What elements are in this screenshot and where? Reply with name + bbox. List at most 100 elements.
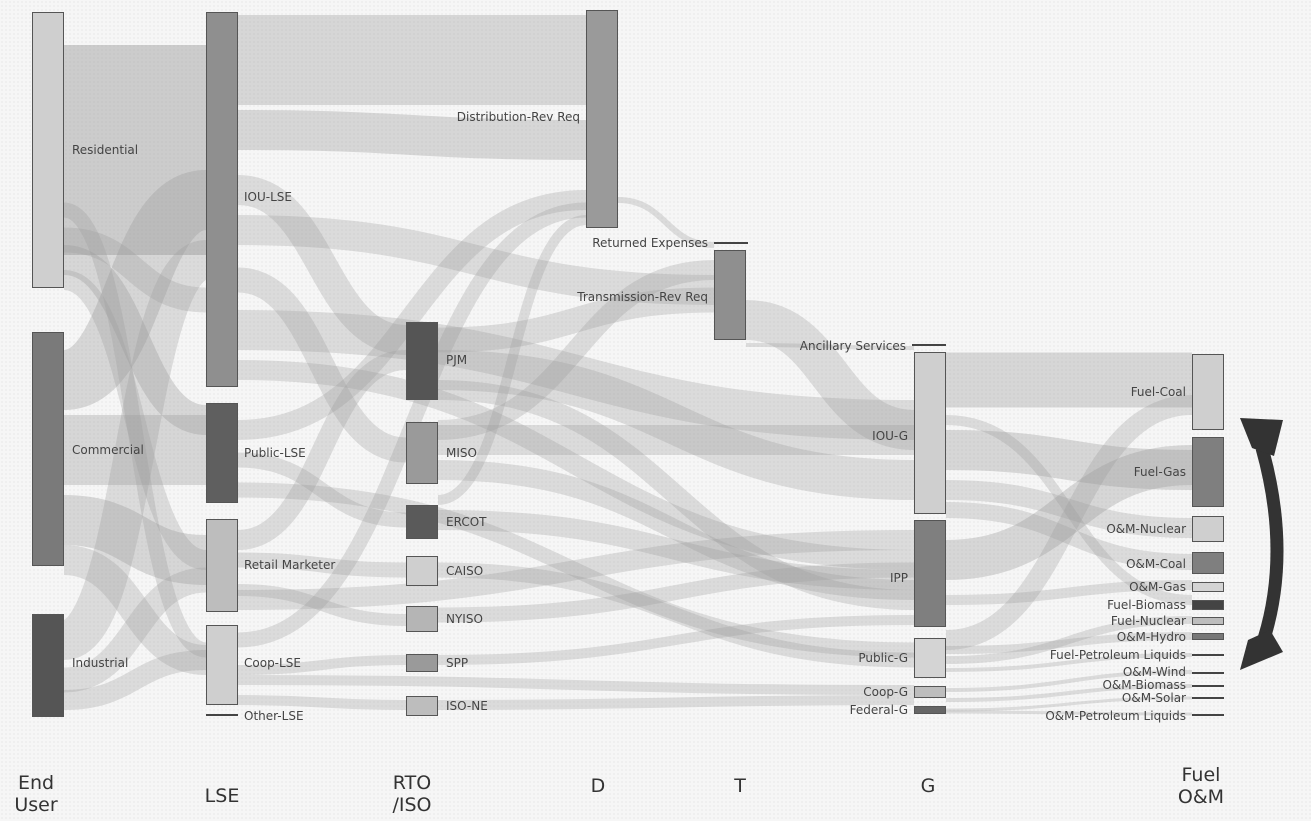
flow-ribbon bbox=[945, 653, 1193, 672]
flow-ribbon bbox=[237, 530, 915, 610]
node-iou-lse[interactable] bbox=[206, 12, 238, 387]
node-pjm[interactable] bbox=[406, 322, 438, 400]
column-label-lse: LSE bbox=[204, 785, 240, 807]
flow-ribbon bbox=[437, 615, 915, 665]
node-returned-expenses[interactable] bbox=[714, 242, 748, 244]
label-om-biomass: O&M-Biomass bbox=[1102, 678, 1186, 692]
node-public-g[interactable] bbox=[914, 638, 946, 678]
node-retail-marketer[interactable] bbox=[206, 519, 238, 612]
label-miso: MISO bbox=[446, 446, 477, 460]
label-om-gas: O&M-Gas bbox=[1129, 580, 1186, 594]
node-fuel-coal[interactable] bbox=[1192, 354, 1224, 430]
node-public-lse[interactable] bbox=[206, 403, 238, 503]
flow-ribbon bbox=[744, 300, 916, 450]
label-ercot: ERCOT bbox=[446, 515, 487, 529]
label-ancillary-services: Ancillary Services bbox=[799, 339, 906, 353]
label-om-nuclear: O&M-Nuclear bbox=[1106, 522, 1186, 536]
flow-ribbon bbox=[237, 310, 915, 440]
label-commercial: Commercial bbox=[72, 443, 144, 457]
flow-ribbon bbox=[945, 395, 1193, 650]
label-federal-g: Federal-G bbox=[849, 703, 908, 717]
flow-ribbon bbox=[437, 260, 715, 440]
flow-ribbon bbox=[237, 552, 407, 578]
flow-ribbon bbox=[437, 380, 915, 610]
node-om-solar[interactable] bbox=[1192, 697, 1224, 699]
node-spp[interactable] bbox=[406, 654, 438, 672]
node-om-coal[interactable] bbox=[1192, 552, 1224, 574]
label-om-wind: O&M-Wind bbox=[1122, 665, 1186, 679]
flow-ribbon bbox=[945, 445, 1193, 580]
label-fuel-biomass: Fuel-Biomass bbox=[1107, 598, 1186, 612]
node-federal-g[interactable] bbox=[914, 706, 946, 714]
flow-ribbon bbox=[237, 584, 407, 626]
column-label-rto-iso: RTO /ISO bbox=[392, 772, 432, 816]
flow-ribbon bbox=[59, 240, 211, 660]
label-om-petroleum-liquids: O&M-Petroleum Liquids bbox=[1045, 709, 1186, 723]
flow-ribbon bbox=[237, 350, 407, 550]
node-industrial[interactable] bbox=[32, 614, 64, 717]
flow-ribbon bbox=[437, 287, 715, 353]
label-public-g: Public-G bbox=[858, 651, 908, 665]
node-distribution-rev-req[interactable] bbox=[586, 10, 618, 228]
flow-ribbon bbox=[437, 350, 915, 500]
label-iou-g: IOU-G bbox=[872, 429, 908, 443]
label-fuel-petroleum-liquids: Fuel-Petroleum Liquids bbox=[1049, 648, 1186, 662]
node-om-petroleum-liquids[interactable] bbox=[1192, 714, 1224, 716]
node-other-lse[interactable] bbox=[206, 714, 238, 716]
flow-ribbon bbox=[437, 695, 915, 710]
label-public-lse: Public-LSE bbox=[244, 446, 306, 460]
node-residential[interactable] bbox=[32, 12, 64, 288]
node-fuel-nuclear[interactable] bbox=[1192, 617, 1224, 625]
label-om-solar: O&M-Solar bbox=[1121, 691, 1186, 705]
label-fuel-gas: Fuel-Gas bbox=[1133, 465, 1186, 479]
flow-ribbon bbox=[63, 567, 207, 693]
flow-ribbon bbox=[945, 502, 1193, 570]
column-label-d: D bbox=[590, 775, 606, 797]
node-om-nuclear[interactable] bbox=[1192, 516, 1224, 542]
column-label-end-user: End User bbox=[14, 772, 58, 816]
flow-ribbon bbox=[237, 675, 915, 695]
node-nyiso[interactable] bbox=[406, 606, 438, 632]
node-coop-lse[interactable] bbox=[206, 625, 238, 705]
flow-ribbon bbox=[437, 460, 915, 600]
label-nyiso: NYISO bbox=[446, 612, 483, 626]
node-coop-g[interactable] bbox=[914, 686, 946, 698]
node-ancillary-services[interactable] bbox=[912, 344, 946, 346]
flow-ribbon bbox=[945, 670, 1193, 692]
node-commercial[interactable] bbox=[32, 332, 64, 566]
flow-ribbon bbox=[945, 480, 1193, 538]
node-fuel-gas[interactable] bbox=[1192, 437, 1224, 507]
node-miso[interactable] bbox=[406, 422, 438, 484]
flow-ribbon bbox=[437, 562, 915, 623]
flow-ribbon bbox=[945, 580, 1193, 605]
label-pjm: PJM bbox=[446, 353, 468, 367]
flow-ribbon bbox=[63, 227, 207, 313]
label-coop-lse: Coop-LSE bbox=[244, 656, 301, 670]
node-om-gas[interactable] bbox=[1192, 582, 1224, 592]
label-residential: Residential bbox=[72, 143, 139, 157]
node-iou-g[interactable] bbox=[914, 352, 946, 514]
label-caiso: CAISO bbox=[446, 564, 484, 578]
column-label-fuel-om: Fuel O&M bbox=[1177, 764, 1225, 808]
node-om-wind[interactable] bbox=[1192, 672, 1224, 674]
flow-ribbon bbox=[236, 175, 408, 355]
flow-ribbon bbox=[59, 170, 211, 410]
node-fuel-petroleum-liquids[interactable] bbox=[1192, 654, 1224, 656]
node-om-hydro[interactable] bbox=[1192, 633, 1224, 640]
flow-ribbon bbox=[237, 110, 587, 160]
node-iso-ne[interactable] bbox=[406, 696, 438, 716]
flow-ribbon bbox=[745, 343, 915, 350]
node-ercot[interactable] bbox=[406, 505, 438, 539]
flow-ribbon bbox=[437, 215, 587, 505]
node-transmission-rev-req[interactable] bbox=[714, 250, 746, 340]
node-ipp[interactable] bbox=[914, 520, 946, 627]
label-spp: SPP bbox=[446, 656, 469, 670]
node-caiso[interactable] bbox=[406, 556, 438, 586]
node-om-biomass[interactable] bbox=[1192, 685, 1224, 687]
label-om-hydro: O&M-Hydro bbox=[1116, 630, 1186, 644]
label-industrial: Industrial bbox=[72, 656, 129, 670]
node-fuel-biomass[interactable] bbox=[1192, 600, 1224, 610]
label-fuel-nuclear: Fuel-Nuclear bbox=[1110, 614, 1186, 628]
